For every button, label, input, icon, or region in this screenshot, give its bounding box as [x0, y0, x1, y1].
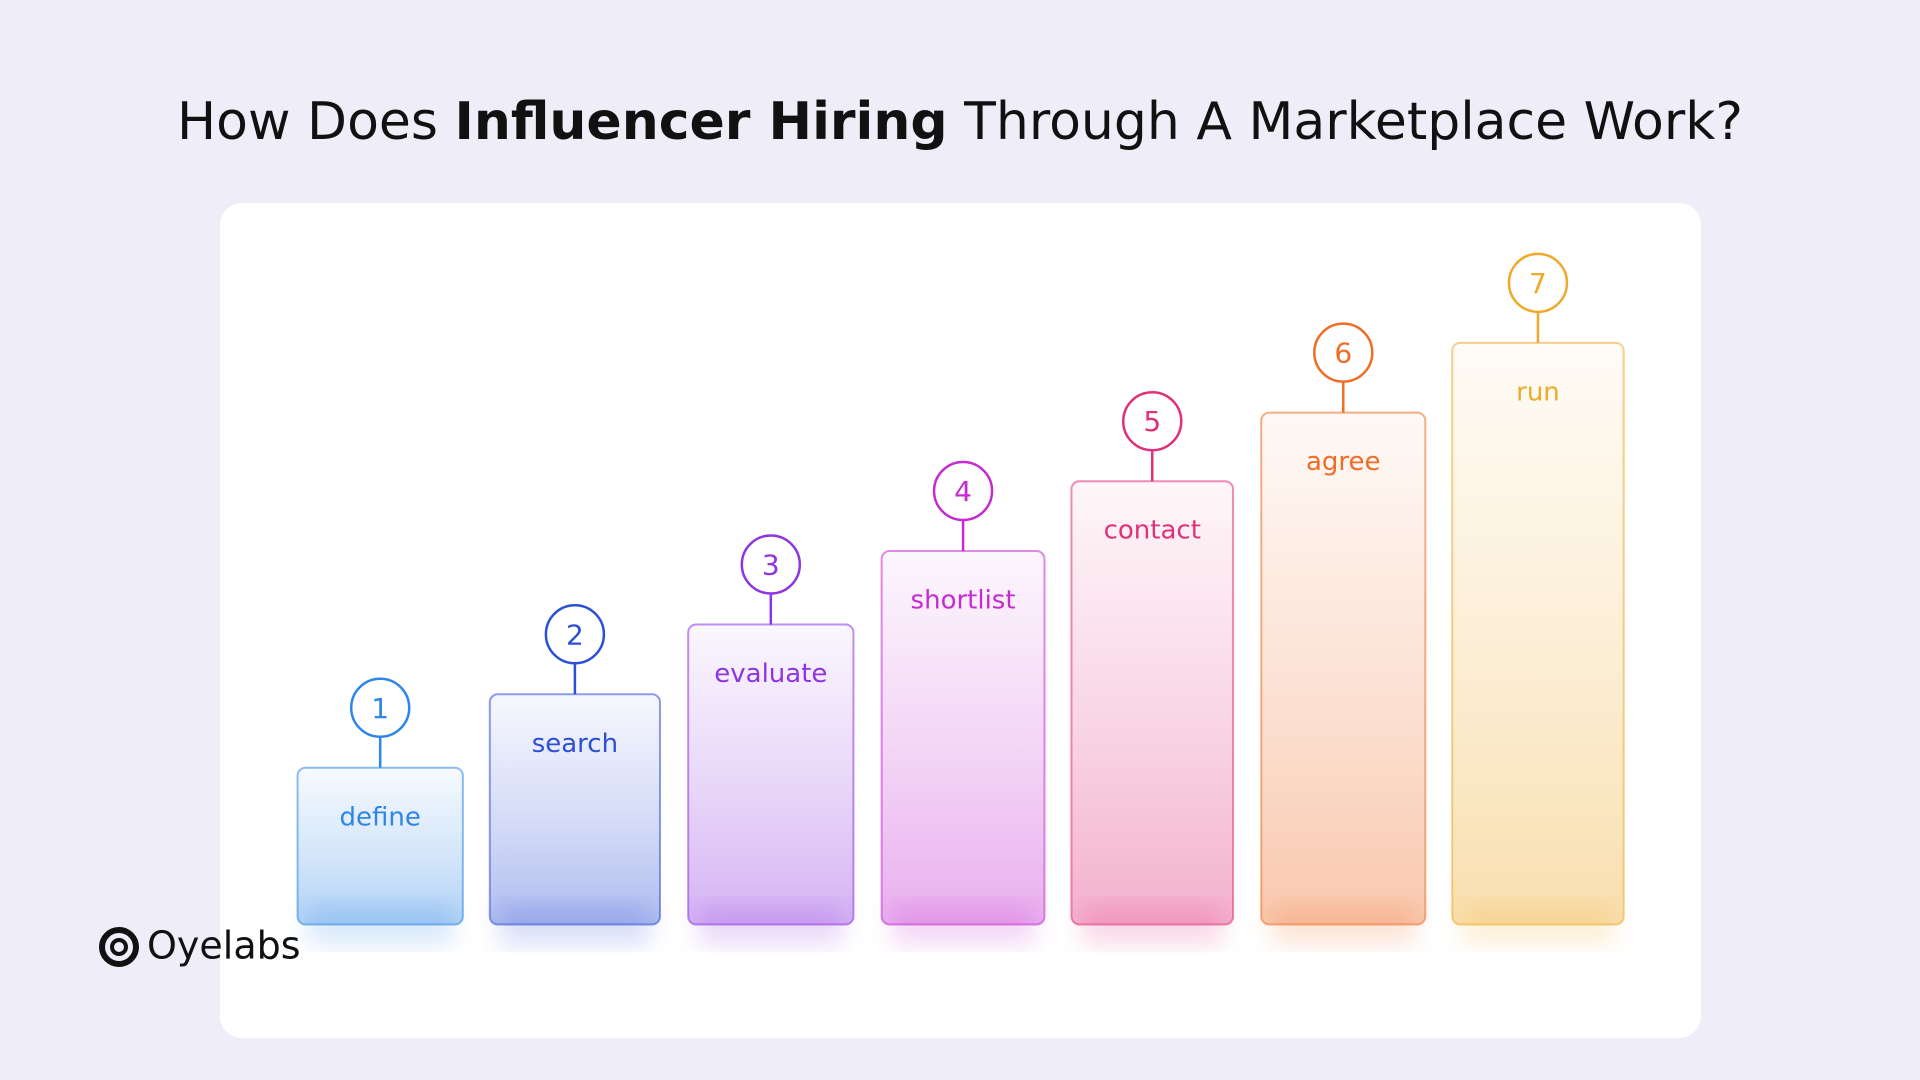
step-bar [296, 766, 464, 926]
step-number: 5 [1143, 405, 1161, 438]
step-bar [1070, 480, 1235, 926]
step-number: 4 [954, 475, 972, 508]
step-badge [1122, 390, 1183, 452]
title-bold: Influencer Hiring [455, 92, 948, 152]
step-badge [932, 460, 994, 522]
steps: 1 define 2 search 3 evaluate 4 shortlist 5 contac… [296, 252, 1625, 945]
step-number: 3 [762, 548, 780, 581]
step-label: evaluate [714, 659, 827, 689]
step-label: agree [1306, 447, 1381, 477]
logo-icon [99, 927, 139, 967]
step-number: 6 [1334, 337, 1352, 370]
step-number: 2 [566, 618, 584, 651]
step-label: shortlist [911, 586, 1016, 616]
step-label: run [1516, 377, 1560, 407]
step-badge [1507, 252, 1569, 314]
logo-icon-inner [110, 938, 128, 956]
step-badge [349, 677, 411, 739]
title-start: How Does [177, 92, 438, 152]
logo-text: Oyelabs [147, 924, 301, 968]
step-label: define [340, 802, 421, 832]
step-number: 7 [1529, 267, 1547, 300]
step-badge [740, 534, 802, 595]
step-label: contact [1104, 516, 1201, 546]
step-badge [1313, 322, 1374, 383]
step-badge [544, 604, 606, 665]
step-bar [1260, 411, 1427, 926]
step-bar [1451, 341, 1625, 926]
step-number: 1 [371, 692, 389, 725]
title: How Does Influencer Hiring Through A Mar… [177, 92, 1743, 152]
step-label: search [532, 729, 618, 759]
logo: Oyelabs [99, 924, 301, 968]
title-end: Through A Marketplace Work? [963, 92, 1743, 152]
